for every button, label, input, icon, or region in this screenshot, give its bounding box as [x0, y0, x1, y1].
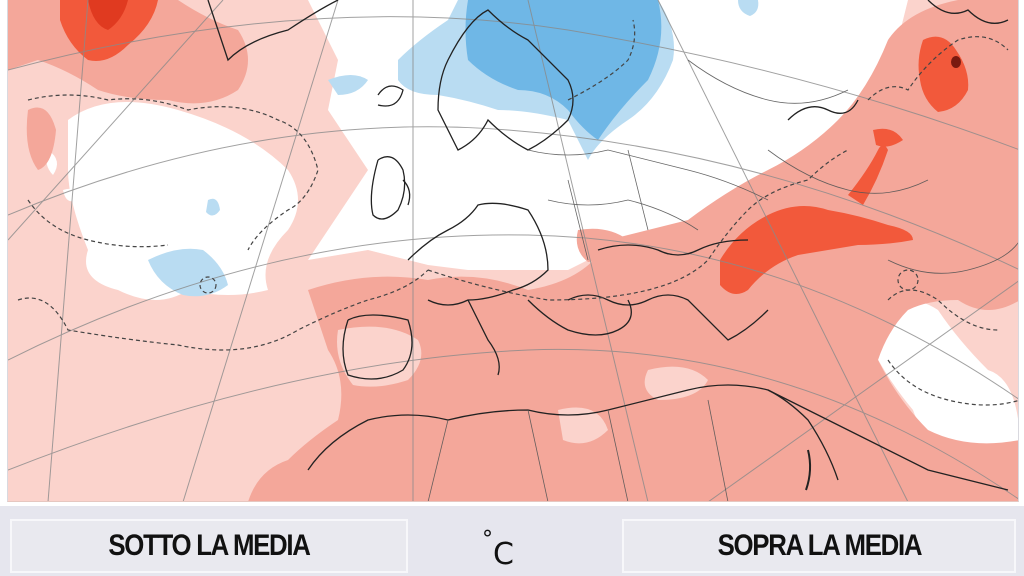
temperature-anomaly-map: [7, 0, 1019, 502]
anomaly-layer-cold: [148, 0, 759, 297]
coastlines: [207, 0, 1009, 491]
significance-contours: [17, 19, 1018, 406]
country-borders: [427, 59, 1018, 501]
above-average-label: SOPRA LA MEDIA: [717, 529, 922, 562]
anomaly-layer-warm: [8, 0, 1018, 501]
unit-label: ° C: [458, 520, 538, 574]
celsius-letter: C: [493, 537, 514, 572]
graticule-lines: [8, 0, 1018, 501]
degree-symbol: °: [482, 527, 494, 552]
map-canvas: [8, 0, 1018, 501]
above-average-label-box: SOPRA LA MEDIA: [622, 519, 1016, 573]
below-average-label: SOTTO LA MEDIA: [108, 529, 311, 562]
below-average-label-box: SOTTO LA MEDIA: [10, 519, 408, 573]
legend-bar: SOTTO LA MEDIA ° C SOPRA LA MEDIA: [0, 506, 1024, 576]
